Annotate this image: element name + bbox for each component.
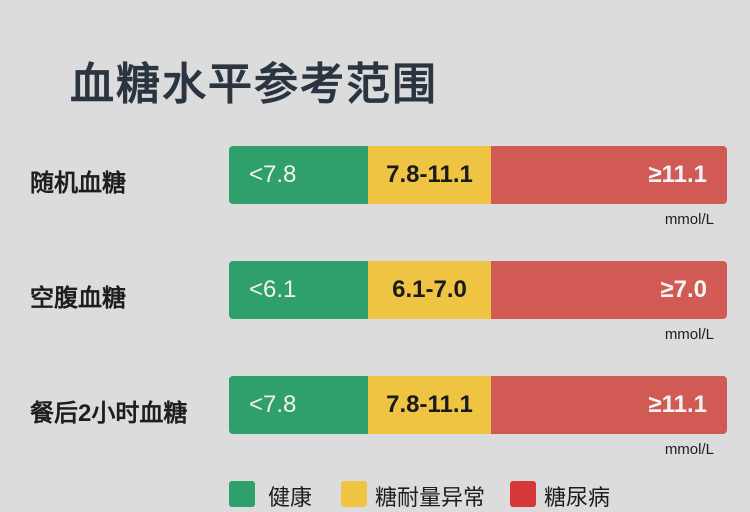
- unit-label: mmol/L: [664, 326, 714, 343]
- impaired-segment: 7.8-11.1: [368, 146, 491, 204]
- range-bar-postprandial: <7.8 7.8-11.1 ≥11.1: [229, 376, 727, 434]
- healthy-segment: <7.8: [229, 376, 368, 434]
- row-label-postprandial: 餐后2小时血糖: [30, 400, 188, 427]
- page-title: 血糖水平参考范围: [70, 60, 438, 109]
- legend-swatch-healthy: [229, 481, 255, 507]
- impaired-segment: 7.8-11.1: [368, 376, 491, 434]
- legend-label-healthy: 健康: [268, 485, 313, 510]
- healthy-segment: <7.8: [229, 146, 368, 204]
- diabetes-segment: ≥11.1: [491, 376, 727, 434]
- legend-label-impaired: 糖耐量异常: [375, 485, 486, 510]
- row-label-fasting: 空腹血糖: [30, 285, 126, 312]
- legend-swatch-impaired: [341, 481, 367, 507]
- impaired-segment: 6.1-7.0: [368, 261, 491, 319]
- row-label-random: 随机血糖: [30, 170, 126, 197]
- legend-swatch-diabetes: [510, 481, 536, 507]
- range-bar-fasting: <6.1 6.1-7.0 ≥7.0: [229, 261, 727, 319]
- diabetes-segment: ≥7.0: [491, 261, 727, 319]
- diabetes-segment: ≥11.1: [491, 146, 727, 204]
- healthy-segment: <6.1: [229, 261, 368, 319]
- unit-label: mmol/L: [664, 441, 714, 458]
- unit-label: mmol/L: [664, 211, 714, 228]
- range-bar-random: <7.8 7.8-11.1 ≥11.1: [229, 146, 727, 204]
- legend-label-diabetes: 糖尿病: [544, 485, 611, 510]
